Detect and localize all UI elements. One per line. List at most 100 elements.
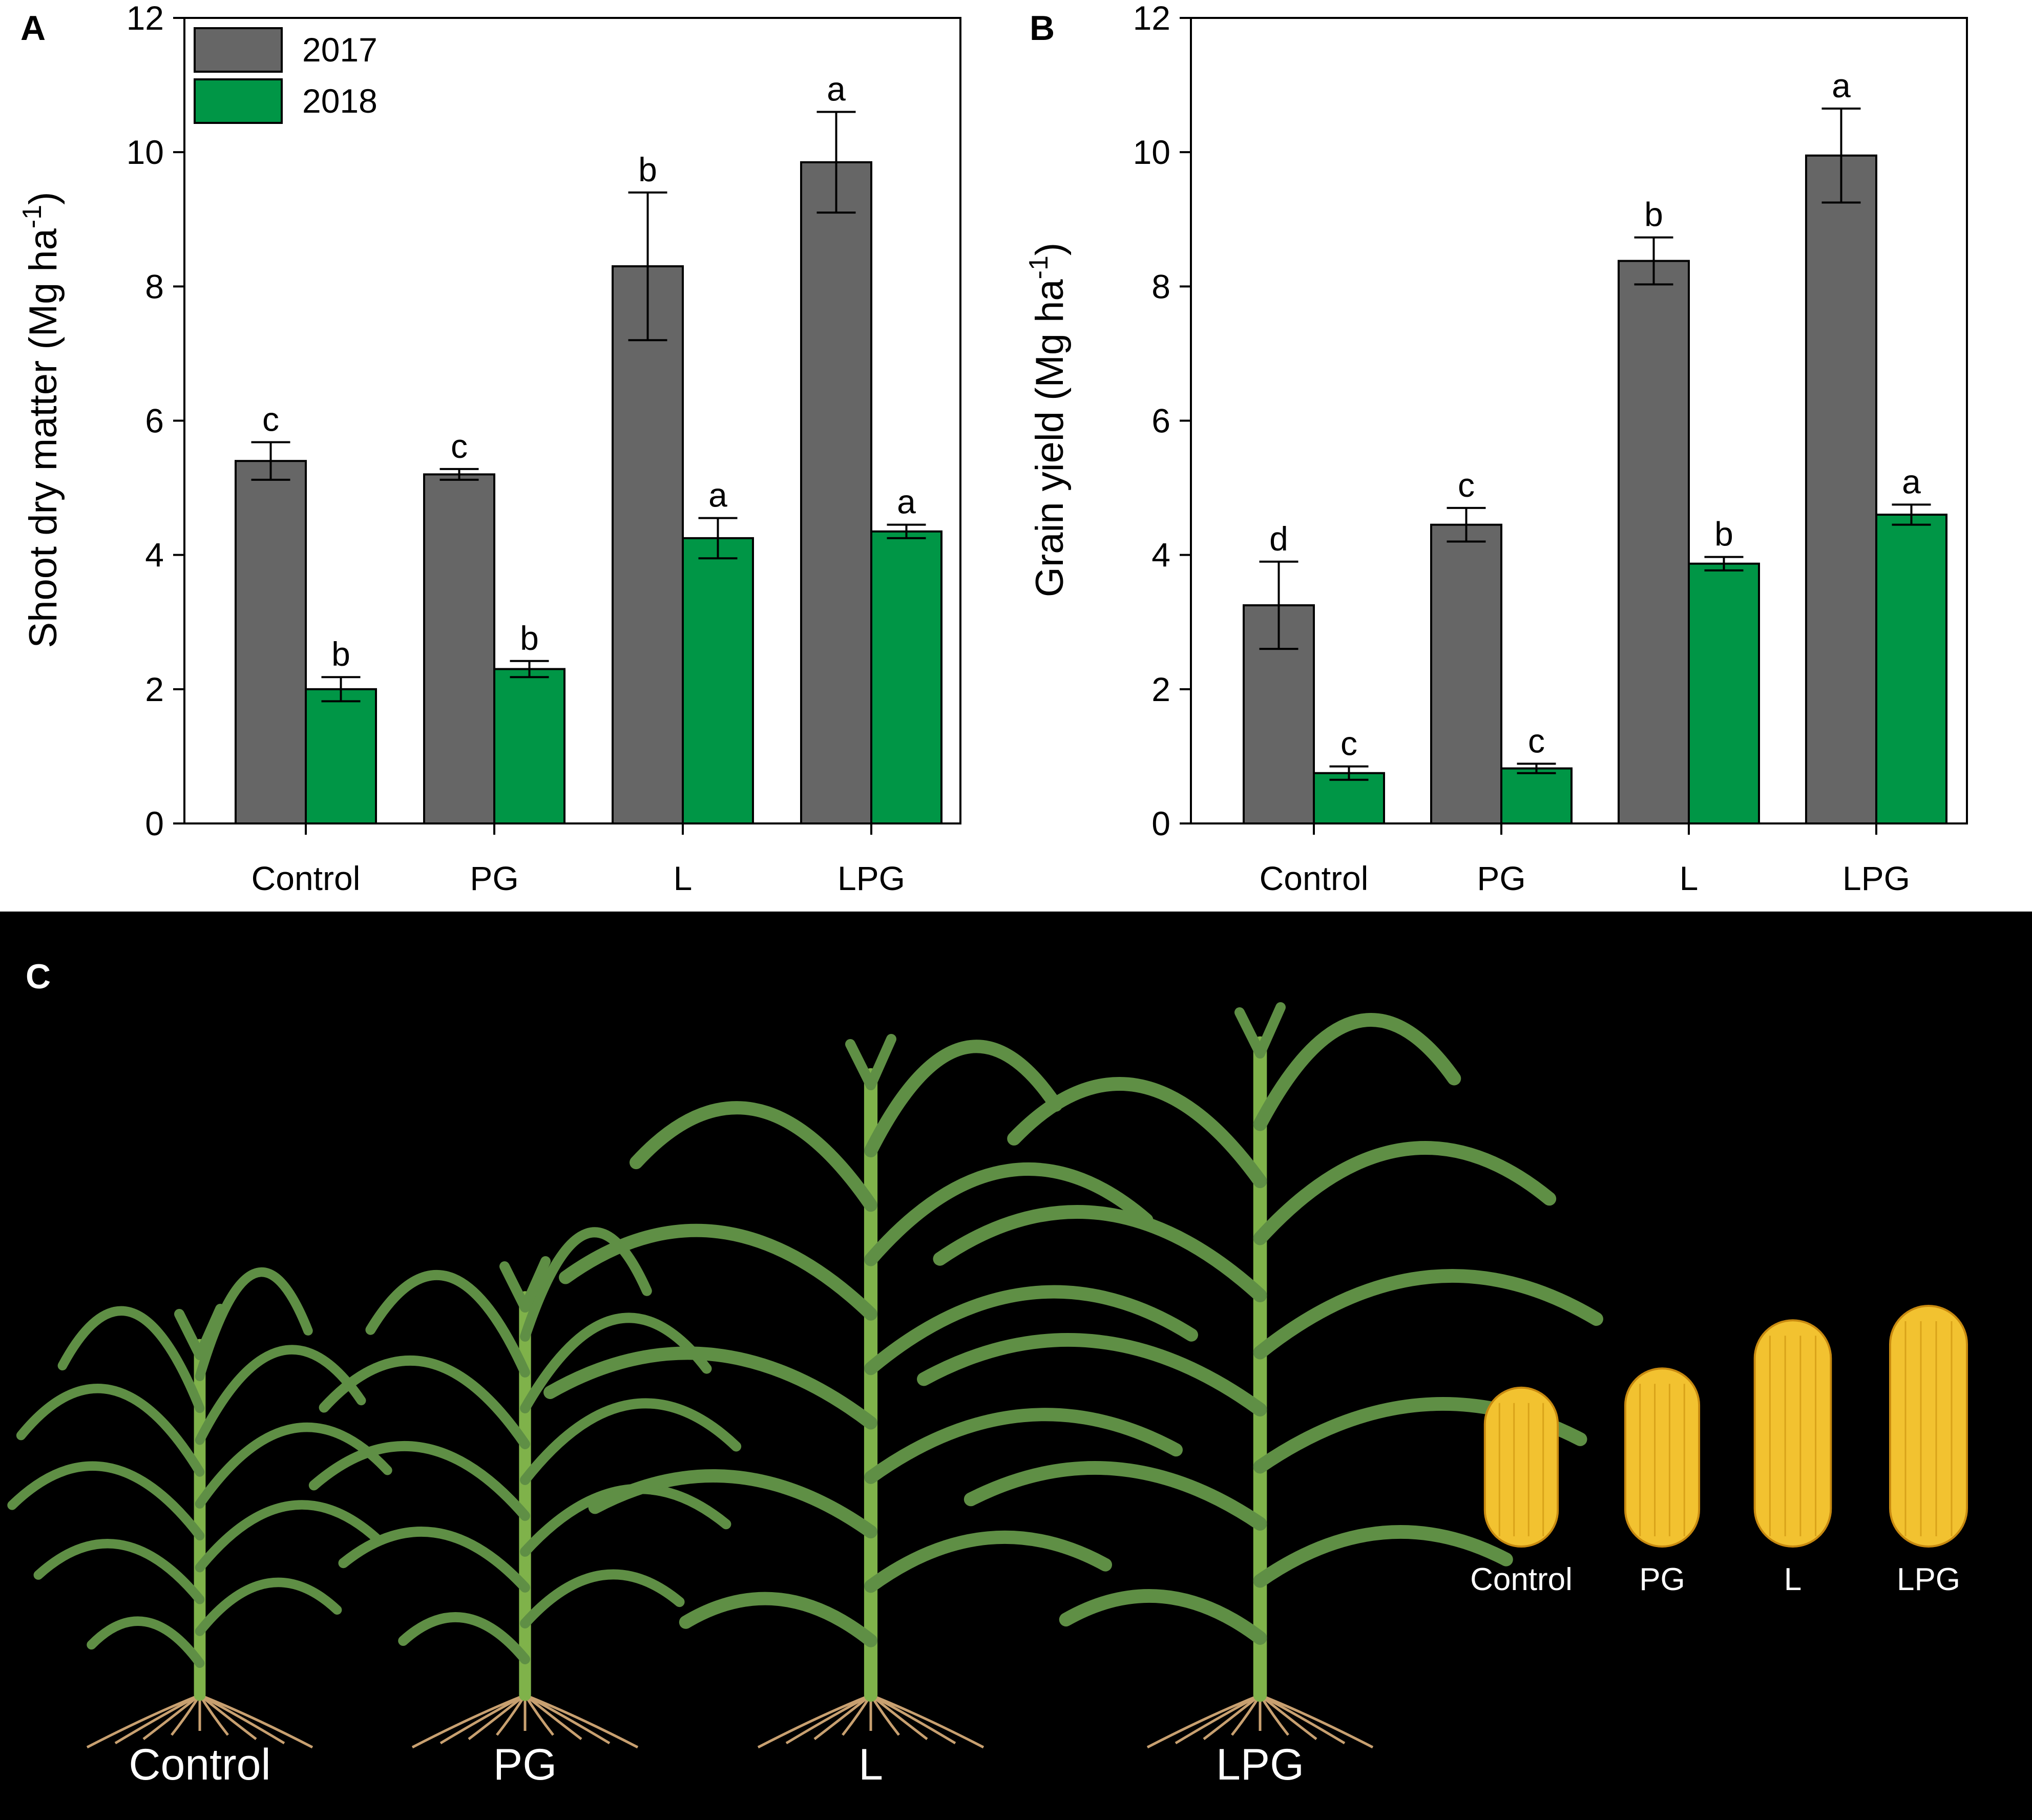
root-icon [1259, 1694, 1317, 1740]
panel-b-grain-yield-chart: B Grain yield (Mg ha-1) 0 2 4 6 8 10 12 Control… [1024, 0, 1968, 897]
root-icon [199, 1694, 313, 1749]
panel-b-significance-letter: b [1644, 196, 1663, 234]
panel-b-letter: B [1030, 9, 1055, 48]
leaf-icon [559, 1223, 878, 1321]
panel-a-y-tick-label: 12 [127, 0, 164, 37]
panel-b-significance-letter: c [1340, 725, 1357, 763]
panel-b-significance-letter: c [1458, 466, 1475, 504]
leaf-icon [398, 1612, 530, 1664]
leaf-icon [963, 1461, 1267, 1531]
panel-a-plot-area: 0 2 4 6 8 10 12 Control c b PG c b Lb a LPG a a 2017 2018 [127, 0, 961, 897]
ear-control: Control [1470, 1386, 1573, 1597]
leaf-icon [319, 1355, 530, 1449]
panel-a-y-tick-label: 10 [127, 133, 164, 171]
leaf-icon [917, 1333, 1267, 1417]
panel-a-bar-2017-pg [423, 473, 495, 824]
plant-l: L [543, 1034, 1198, 1789]
legend-label-2018: 2018 [302, 82, 378, 120]
plant-pg: PG [308, 1227, 742, 1789]
panel-a-significance-letter: b [638, 151, 657, 188]
panel-c-letter: C [26, 957, 51, 996]
panel-c-maize-photo: C Control PG L LPG Control PG L LPG [0, 912, 2032, 1820]
leaf-icon [933, 1205, 1267, 1303]
root-icon [870, 1694, 984, 1749]
leaf-icon [1059, 1589, 1267, 1645]
leaf-icon [520, 1227, 652, 1342]
ear-label-lpg: LPG [1897, 1562, 1960, 1597]
leaf-icon [33, 1538, 205, 1604]
panel-a-y-tick-label: 4 [145, 536, 164, 574]
leaf-icon [866, 1034, 896, 1090]
panel-b-plot-area: 0 2 4 6 8 10 12 Control d c PG c c Lb b LPG a a [1133, 0, 1968, 897]
panel-b-bar-2018-control [1313, 772, 1385, 824]
leaf-icon [195, 1304, 225, 1360]
panel-a-y-tick-label: 8 [145, 267, 164, 305]
leaf-icon [195, 1422, 392, 1509]
panel-a-significance-letter: c [451, 427, 468, 465]
leaf-icon [845, 1039, 876, 1090]
leaf-icon [520, 1398, 742, 1485]
root-icon [870, 1694, 928, 1740]
leaf-icon [543, 1346, 878, 1430]
root-icon [1203, 1694, 1261, 1740]
panel-a-x-category-label: L [674, 859, 693, 897]
leaf-icon [1007, 1077, 1267, 1189]
ear-label-l: L [1784, 1562, 1801, 1597]
leaf-icon [1255, 1002, 1286, 1059]
panel-b-y-tick-label: 12 [1133, 0, 1170, 37]
ear-lpg: LPG [1889, 1305, 1968, 1597]
panel-b-significance-letter: b [1714, 515, 1733, 553]
leaf-icon [16, 1384, 205, 1477]
leaf-icon [1253, 1525, 1513, 1588]
root-icon [468, 1694, 526, 1740]
legend-swatch-2017 [194, 27, 283, 73]
leaf-icon [864, 1408, 1183, 1484]
leaf-icon [338, 1527, 530, 1593]
panel-b-y-tick-label: 4 [1151, 536, 1170, 574]
panel-a-x-category-label: Control [252, 859, 361, 897]
panel-a-x-category-label: PG [470, 859, 518, 897]
leaf-icon [520, 1313, 712, 1413]
panel-a-x-category-label: LPG [837, 859, 905, 897]
panel-b-bar-2017-lpg [1805, 154, 1877, 824]
root-icon [199, 1694, 257, 1740]
panel-a-y-tick-label: 6 [145, 402, 164, 440]
leaf-icon [1253, 1269, 1603, 1360]
root-icon [114, 1694, 201, 1745]
panel-a-significance-letter: a [708, 476, 727, 514]
panel-b-bar-2018-lpg [1875, 514, 1947, 824]
corn-ear-icon [1889, 1305, 1968, 1548]
root-icon [411, 1694, 526, 1749]
leaf-icon [864, 1530, 1113, 1593]
corn-ear-icon [1624, 1367, 1701, 1548]
leaf-icon [864, 1040, 1063, 1157]
panel-a-bar-2017-lpg [800, 161, 872, 824]
corn-ear-icon [1753, 1319, 1832, 1548]
corn-ear-icon [1483, 1386, 1559, 1548]
leaf-icon [520, 1256, 551, 1313]
root-icon [1175, 1694, 1261, 1745]
panel-a-y-tick-label: 0 [145, 805, 164, 842]
root-icon [86, 1694, 200, 1749]
ear-label-control: Control [1470, 1562, 1573, 1597]
root-icon [757, 1694, 871, 1749]
panel-b-y-tick-label: 6 [1151, 402, 1170, 440]
panel-b-bar-2018-pg [1500, 767, 1573, 825]
panel-a-significance-letter: b [520, 619, 539, 657]
leaf-icon [195, 1577, 342, 1636]
root-icon [524, 1694, 582, 1740]
plant-label-lpg: LPG [1216, 1740, 1304, 1789]
maize-plants: Control PG L LPG [7, 1002, 1603, 1789]
root-icon [1260, 1694, 1374, 1749]
panel-a-bar-2018-l [682, 537, 754, 825]
root-icon [142, 1694, 201, 1740]
panel-b-bar-2017-l [1618, 260, 1690, 825]
panel-b-x-category-label: Control [1260, 859, 1369, 897]
leaf-icon [629, 1101, 878, 1212]
legend-swatch-2018 [194, 78, 283, 124]
root-icon [1146, 1694, 1261, 1749]
panel-b-y-tick-label: 2 [1151, 670, 1170, 708]
panel-a-significance-letter: a [897, 483, 916, 521]
leaf-icon [588, 1469, 878, 1539]
